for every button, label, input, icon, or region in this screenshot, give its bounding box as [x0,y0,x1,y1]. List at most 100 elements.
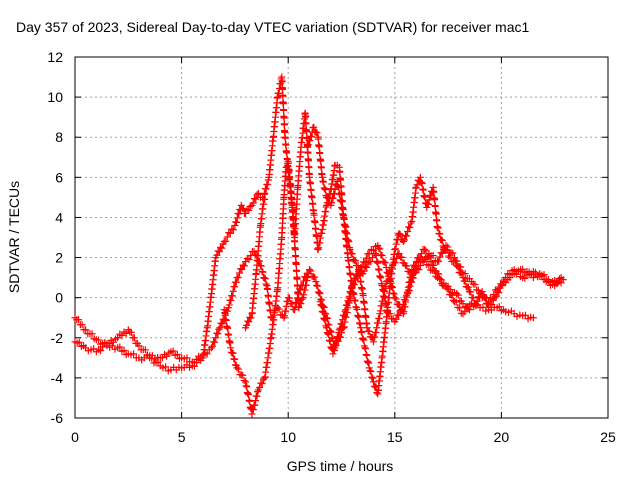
data-point [404,227,412,235]
data-point [130,350,138,358]
data-point [223,233,231,241]
data-point [222,316,230,324]
data-point [392,245,400,253]
data-point [211,338,219,346]
data-point [251,401,259,409]
data-point [474,286,482,294]
data-point [212,334,220,342]
data-point [231,355,239,363]
data-point [359,334,367,342]
data-point [294,282,302,290]
data-point [393,311,401,319]
data-point [382,278,390,286]
data-point [395,250,403,258]
data-point [485,304,493,312]
data-point [367,258,375,266]
data-point [227,344,235,352]
data-point [355,313,363,321]
data-point [453,257,461,265]
data-point [214,330,222,338]
data-point [99,343,107,351]
data-point [442,242,450,250]
data-point [495,303,503,311]
data-point [238,265,246,273]
data-point [330,346,338,354]
data-point [292,253,300,261]
data-point [405,268,413,276]
data-point [282,307,290,315]
data-point [229,287,237,295]
data-point [183,354,191,362]
data-point [127,328,135,336]
data-point [302,120,310,128]
data-point [315,143,323,151]
data-point [247,314,255,322]
data-point [456,304,464,312]
data-point [225,301,233,309]
data-point [529,314,537,322]
data-point [369,338,377,346]
data-point [257,379,265,387]
data-point [316,149,324,157]
data-point [390,258,398,266]
data-point [316,290,324,298]
data-point [297,300,305,308]
data-point [469,294,477,302]
data-point [395,312,403,320]
data-point [345,292,353,300]
data-point [363,324,371,332]
y-axis-label: SDTVAR / TECUs [6,181,22,293]
data-point [266,300,274,308]
data-point [88,330,96,338]
data-point [354,311,362,319]
data-point [491,294,499,302]
data-point [340,215,348,223]
data-point [521,311,529,319]
data-point [348,250,356,258]
data-point [403,291,411,299]
data-point [354,312,362,320]
data-point [437,249,445,257]
data-point [361,263,369,271]
data-point [398,305,406,313]
data-point [310,123,318,131]
data-point [249,199,257,207]
data-point [360,299,368,307]
data-point [493,286,501,294]
data-point [351,297,359,305]
data-point [294,290,302,298]
data-point [314,288,322,296]
y-tick-label: -4 [51,370,64,386]
data-point [444,243,452,251]
data-point [252,397,260,405]
data-point [225,331,233,339]
data-point [148,351,156,359]
data-point [482,294,490,302]
data-point [306,266,314,274]
data-point [457,263,465,271]
data-point [319,177,327,185]
data-point [359,291,367,299]
data-point [436,230,444,238]
data-point [335,326,343,334]
data-point [248,410,256,418]
grid-lines [75,57,608,418]
data-point [221,310,229,318]
data-point [473,297,481,305]
data-point [279,85,287,93]
data-point [94,336,102,344]
data-point [118,332,126,340]
data-point [433,217,441,225]
data-point [413,259,421,267]
data-point [372,329,380,337]
data-point [281,312,289,320]
data-point [239,204,247,212]
data-point [349,279,357,287]
data-points [71,73,567,418]
data-point [458,268,466,276]
data-point [305,164,313,172]
y-tick-label: 2 [55,250,63,266]
data-point [114,334,122,342]
x-tick-label: 20 [494,429,510,445]
data-point [315,244,323,252]
